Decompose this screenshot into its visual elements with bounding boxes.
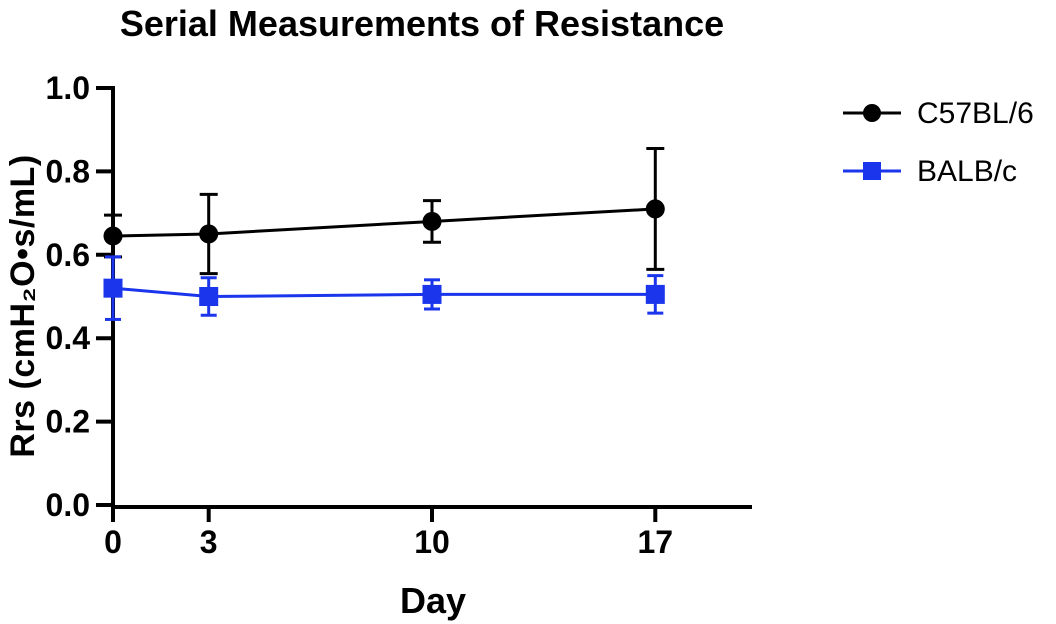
chart-title: Serial Measurements of Resistance [120,3,724,44]
legend-square-marker [863,162,881,180]
data-point-circle [199,224,219,244]
series-balbc [103,255,665,321]
legend-label: BALB/c [917,155,1017,188]
legend-entry: BALB/c [843,155,1017,188]
legend: C57BL/6 BALB/c [843,97,1034,188]
data-point-square [645,284,665,304]
x-axis-label: Day [400,580,466,621]
data-point-square [422,284,442,304]
data-point-circle [103,226,123,246]
x-tick-label: 0 [104,524,122,560]
y-tick-label: 0.8 [46,153,90,189]
series-line [112,286,656,299]
y-tick-label: 0.4 [46,320,91,356]
y-tick-label: 1.0 [46,70,90,106]
y-axis-label: Rrs (cmH₂O•s/mL) [4,154,42,457]
y-tick-label: 0.0 [46,487,90,523]
x-tick-label: 3 [200,524,218,560]
data-point-circle [645,199,665,219]
legend-entry: C57BL/6 [843,97,1034,130]
data-point-circle [422,211,442,231]
legend-circle-marker [863,104,881,122]
x-tick-label: 17 [638,524,674,560]
y-tick-label: 0.2 [46,404,90,440]
series-c57bl6 [103,146,665,276]
data-point-square [199,287,219,306]
series-plot-area [103,146,665,321]
axes: 0.0 0.2 0.4 0.6 0.8 1.0 0 3 10 17 [46,70,752,560]
series-line [112,207,656,238]
data-point-square [103,278,123,298]
y-tick-label: 0.6 [46,237,90,273]
legend-label: C57BL/6 [917,97,1034,130]
x-tick-label: 10 [414,524,450,560]
